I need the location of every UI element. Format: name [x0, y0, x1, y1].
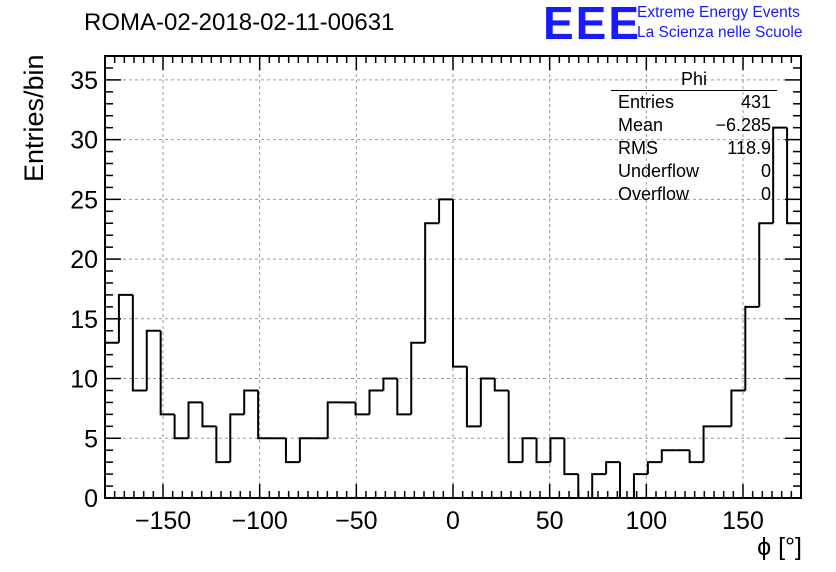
histogram-bin	[382, 377, 398, 391]
histogram-bin	[298, 437, 314, 463]
histogram-bin	[535, 438, 551, 464]
y-tick-label: 0	[84, 485, 98, 513]
stats-label: Underflow	[618, 161, 700, 181]
x-tick-label: 50	[536, 507, 564, 535]
x-tick-label: 150	[722, 507, 764, 535]
histogram-bin	[159, 330, 175, 416]
stats-row-mean: Mean −6.285	[611, 114, 777, 137]
stats-value: 431	[740, 92, 771, 112]
histogram-bin	[117, 293, 133, 343]
histogram-bin	[632, 473, 648, 498]
histogram-bin	[563, 438, 579, 476]
histogram-bin	[479, 377, 495, 427]
stats-row-underflow: Underflow 0	[611, 160, 777, 183]
stats-box-title: Phi	[611, 68, 777, 91]
histogram-bin	[605, 461, 621, 475]
axis-ticks	[105, 56, 801, 499]
y-tick-label: 25	[70, 186, 98, 214]
stats-label: Overflow	[618, 184, 690, 204]
histogram-bin	[243, 389, 259, 415]
stats-row-rms: RMS 118.9	[611, 137, 777, 160]
logo-line-1: Extreme Energy Events	[637, 4, 800, 21]
x-tick-label: 0	[446, 507, 460, 535]
histogram-bin	[131, 294, 147, 392]
histogram-bin	[702, 425, 718, 463]
histogram-bin	[549, 437, 565, 463]
stats-box: Phi Entries 431 Mean −6.285 RMS 118.9 Un…	[611, 68, 777, 206]
stats-value: −6.285	[715, 115, 771, 135]
histogram-bin	[410, 341, 426, 415]
x-tick-label: −50	[335, 507, 377, 535]
histogram-bin	[772, 126, 788, 224]
stats-label: Mean	[618, 115, 664, 135]
histogram-bin	[730, 389, 746, 427]
histogram-bin	[591, 473, 607, 498]
histogram-bin	[396, 378, 412, 416]
histogram-bin	[744, 305, 760, 391]
histogram-bin	[493, 378, 509, 392]
histogram-bin	[660, 449, 676, 463]
histogram-bin	[521, 437, 537, 463]
stats-label: RMS	[618, 138, 658, 158]
stats-row-overflow: Overflow 0	[611, 183, 777, 206]
histogram-bin	[465, 366, 481, 428]
stats-label: Entries	[618, 92, 675, 112]
x-tick-label: 100	[625, 507, 667, 535]
stats-value: 0	[760, 161, 771, 181]
histogram-bin	[368, 389, 384, 415]
stats-value: 118.9	[727, 138, 771, 158]
histogram-bin	[215, 426, 231, 464]
histogram-bin	[688, 450, 704, 464]
histogram-bin	[452, 199, 467, 368]
x-tick-label: −150	[135, 507, 191, 535]
y-axis-label: Entries/bin	[19, 54, 49, 182]
histogram-bin	[577, 474, 593, 499]
stats-value: 0	[760, 184, 771, 204]
y-tick-label: 15	[70, 306, 98, 334]
x-axis-label: ϕ [°]	[757, 533, 802, 561]
y-tick-label: 10	[70, 366, 98, 394]
histogram-bin	[201, 402, 217, 428]
stats-row-entries: Entries 431	[611, 91, 777, 114]
histogram-bin	[257, 390, 273, 440]
histogram-bin	[424, 222, 440, 343]
histogram-bin	[507, 390, 523, 464]
histogram-bin	[145, 329, 161, 391]
histogram-bin	[284, 438, 300, 464]
histogram-bin	[187, 401, 203, 439]
histogram-bin	[354, 402, 370, 416]
logo-line-2: La Scienza nelle Scuole	[637, 24, 803, 41]
y-tick-label: 5	[84, 425, 98, 453]
tick-labels: −150 −100 −50 0 50 100 150 0 5 10 15 20 25 30 35	[70, 67, 764, 535]
y-tick-label: 20	[70, 246, 98, 274]
y-tick-label: 35	[70, 67, 98, 95]
y-tick-label: 30	[70, 127, 98, 155]
histogram-bin	[326, 401, 342, 439]
chart-title: ROMA-02-2018-02-11-00631	[84, 9, 395, 36]
histogram-bin	[758, 222, 774, 307]
eee-logo: EEE	[543, 0, 642, 49]
histogram-bin	[229, 413, 245, 463]
histogram-bin	[173, 414, 189, 440]
histogram-bin	[646, 461, 662, 475]
x-tick-label: −100	[232, 507, 288, 535]
histogram-bin	[438, 198, 453, 224]
